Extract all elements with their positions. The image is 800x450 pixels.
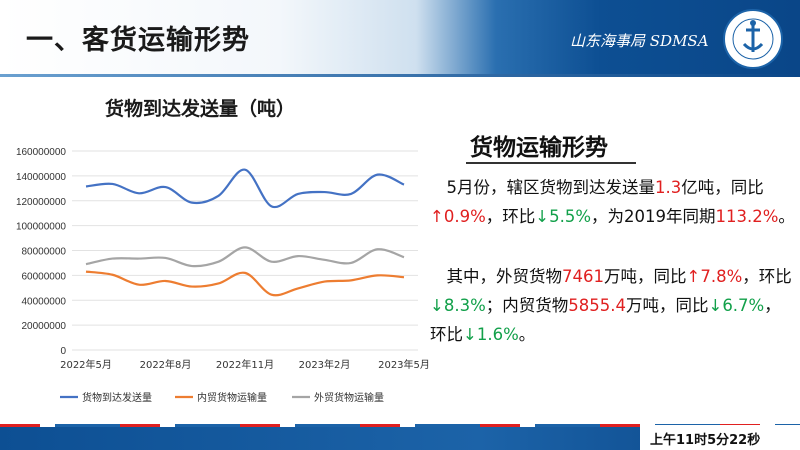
- summary-heading: 货物运输形势: [470, 135, 608, 161]
- arrow-down-icon: ↓: [535, 207, 550, 226]
- series-line-3: [85, 246, 405, 268]
- p2-domestic-mom: 1.6%: [476, 325, 519, 344]
- legend-label: 外贸货物运输量: [314, 391, 384, 404]
- p2-foreign: 7461: [562, 267, 604, 286]
- p1-total: 1.3: [655, 178, 682, 197]
- brand-text: 山东海事局 SDMSA: [570, 32, 709, 50]
- y-tick-label: 100000000: [16, 222, 66, 233]
- p2-domestic-yoy: 6.7%: [722, 296, 765, 315]
- p1-text-2: 亿吨，同比: [681, 178, 764, 197]
- arrow-up-icon: ↑: [686, 267, 701, 286]
- page-title: 一、客货运输形势: [26, 25, 250, 56]
- footer-stripe: [0, 424, 800, 428]
- x-tick-label: 2022年5月: [60, 358, 112, 371]
- p2-text-7: 。: [518, 325, 536, 344]
- legend-label: 内贸货物运输量: [197, 391, 267, 404]
- y-tick-label: 80000000: [22, 247, 67, 258]
- y-tick-label: 120000000: [16, 197, 66, 208]
- chart-title: 货物到达发送量（吨）: [105, 98, 296, 120]
- p2-text-4: ；内贸货物: [485, 296, 569, 315]
- summary-paragraph-1: 5月份，辖区货物到达发送量1.3亿吨，同比 ↑0.9%，环比↓5.5%，为2019…: [430, 173, 795, 231]
- x-tick-label: 2022年8月: [140, 358, 192, 371]
- p2-text-6: ，环比: [430, 296, 781, 344]
- series-line-2: [85, 270, 405, 297]
- x-tick-label: 2023年2月: [299, 358, 351, 371]
- line-chart: 160000000 140000000 120000000 100000000 8000…: [16, 147, 430, 404]
- footer-clock-panel: [640, 425, 800, 450]
- p2-text-5: 万吨，同比: [625, 296, 709, 315]
- p2-foreign-mom: 8.3%: [443, 296, 486, 315]
- legend-label: 货物到达发送量: [82, 391, 152, 404]
- p1-mom: 5.5%: [549, 207, 591, 226]
- p2-text: 其中，外贸货物: [446, 267, 563, 286]
- header-banner: [0, 0, 800, 74]
- arrow-down-icon: ↓: [430, 296, 444, 315]
- header-divider: [0, 74, 800, 77]
- p2-foreign-yoy: 7.8%: [700, 267, 743, 286]
- clock-text: 上午11时5分22秒: [650, 433, 761, 448]
- x-tick-label: 2023年5月: [378, 358, 430, 371]
- y-tick-label: 20000000: [22, 321, 67, 332]
- p2-text-3: ，环比: [742, 267, 792, 286]
- arrow-down-icon: ↓: [708, 296, 723, 315]
- y-tick-label: 160000000: [16, 147, 66, 158]
- y-tick-label: 140000000: [16, 172, 66, 183]
- footer-bar: [0, 427, 800, 450]
- china-msa-logo: [723, 9, 783, 69]
- arrow-down-icon: ↓: [463, 325, 477, 344]
- p1-text-4: ，为2019年同期: [591, 207, 716, 226]
- x-tick-label: 2022年11月: [216, 358, 274, 371]
- y-tick-label: 40000000: [22, 296, 67, 307]
- p1-yoy: 0.9%: [443, 207, 486, 226]
- series-line-1: [85, 168, 405, 209]
- summary-heading-underline: [466, 162, 636, 164]
- p1-text-3: ，环比: [485, 207, 536, 226]
- p1-text: 5月份，辖区货物到达发送量: [446, 178, 656, 197]
- p2-text-2: 万吨，同比: [604, 267, 687, 286]
- y-tick-label: 60000000: [22, 271, 67, 282]
- y-tick-label: 0: [60, 346, 66, 357]
- summary-paragraph-2: 其中，外贸货物7461万吨，同比↑7.8%，环比↓8.3%；内贸货物5855.4…: [430, 262, 795, 349]
- arrow-up-icon: ↑: [430, 207, 444, 226]
- p1-vs-2019: 113.2%: [715, 207, 779, 226]
- p1-text-5: 。: [778, 207, 795, 226]
- p2-domestic: 5855.4: [568, 296, 626, 315]
